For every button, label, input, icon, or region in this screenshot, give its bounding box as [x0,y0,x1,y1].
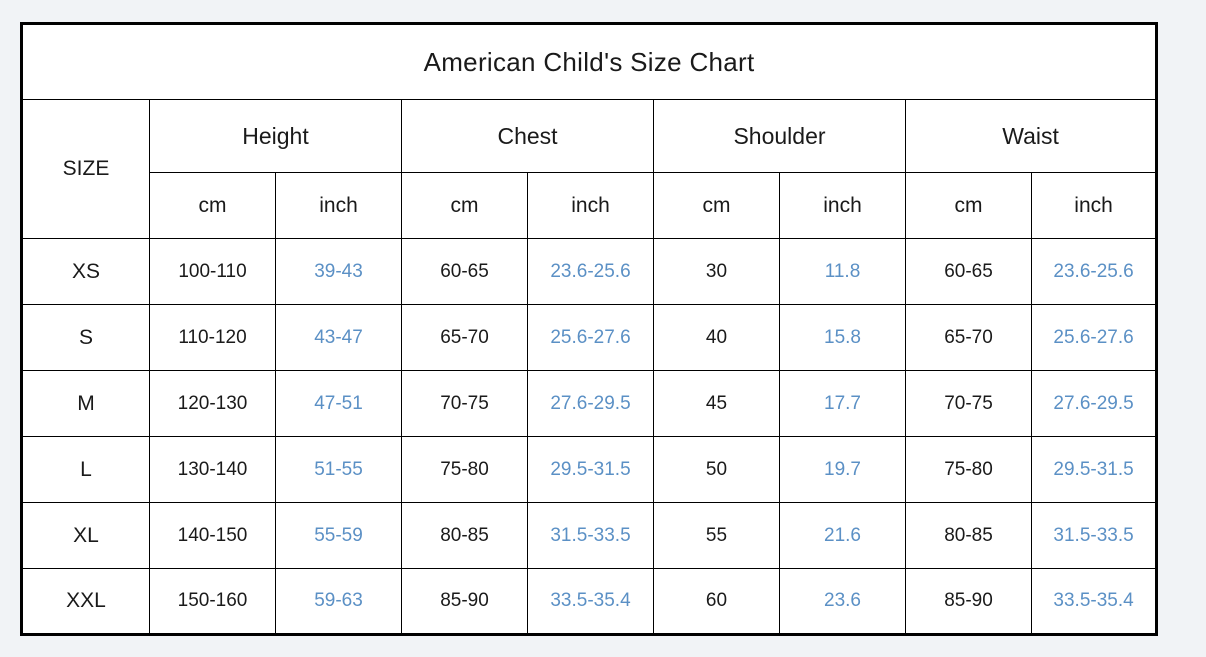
group-header-height: Height [149,99,402,173]
cell-chest-cm: 65-70 [401,304,528,371]
chart-title: American Child's Size Chart [20,23,1158,100]
cell-shoulder-inch: 21.6 [779,502,906,569]
group-header-chest: Chest [401,99,654,173]
cell-shoulder-cm: 50 [653,436,780,503]
cell-chest-inch: 29.5-31.5 [527,436,654,503]
cell-height-inch: 51-55 [275,436,402,503]
cell-height-cm: 110-120 [149,304,276,371]
cell-chest-cm: 75-80 [401,436,528,503]
unit-header-row: cm inch cm inch cm inch cm inch [22,172,1158,239]
cell-size: S [21,304,150,371]
cell-height-cm: 130-140 [149,436,276,503]
cell-shoulder-cm: 45 [653,370,780,437]
unit-header-height-cm: cm [149,172,276,239]
cell-shoulder-inch: 17.7 [779,370,906,437]
cell-waist-inch: 27.6-29.5 [1030,370,1158,437]
unit-header-chest-inch: inch [527,172,654,239]
cell-waist-inch: 33.5-35.4 [1030,568,1158,635]
unit-header-shoulder-inch: inch [779,172,906,239]
cell-shoulder-cm: 30 [653,238,780,305]
cell-waist-cm: 70-75 [905,370,1032,437]
cell-chest-inch: 31.5-33.5 [527,502,654,569]
cell-height-inch: 39-43 [275,238,402,305]
unit-header-waist-cm: cm [905,172,1032,239]
cell-waist-inch: 31.5-33.5 [1030,502,1158,569]
table-row: XXL 150-160 59-63 85-90 33.5-35.4 60 23.6 85-90… [21,568,1158,635]
group-header-waist: Waist [904,99,1158,173]
cell-chest-inch: 23.6-25.6 [527,238,654,305]
cell-height-inch: 43-47 [275,304,402,371]
table-row: L 130-140 51-55 75-80 29.5-31.5 50 19.7 75-80 29… [21,436,1158,503]
unit-header-height-inch: inch [275,172,402,239]
cell-waist-inch: 23.6-25.6 [1030,238,1158,305]
size-rows: XS 100-110 39-43 60-65 23.6-25.6 30 11.8 60-65 2… [21,238,1158,635]
cell-waist-cm: 80-85 [905,502,1032,569]
cell-chest-cm: 70-75 [401,370,528,437]
cell-height-inch: 55-59 [275,502,402,569]
unit-header-chest-cm: cm [401,172,528,239]
cell-height-cm: 140-150 [149,502,276,569]
size-header-cell: SIZE [21,99,150,239]
unit-header-shoulder-cm: cm [653,172,780,239]
cell-shoulder-inch: 15.8 [779,304,906,371]
title-row: American Child's Size Chart [20,23,1158,100]
group-header-shoulder: Shoulder [653,99,906,173]
unit-header-waist-inch: inch [1030,172,1158,239]
group-header-row: SIZE Height Chest Shoulder Waist [21,99,1158,239]
cell-height-cm: 150-160 [149,568,276,635]
cell-waist-cm: 60-65 [905,238,1032,305]
cell-height-inch: 47-51 [275,370,402,437]
cell-shoulder-cm: 40 [653,304,780,371]
cell-size: XL [21,502,150,569]
cell-waist-cm: 65-70 [905,304,1032,371]
cell-height-cm: 100-110 [149,238,276,305]
cell-size: L [21,436,150,503]
table-row: S 110-120 43-47 65-70 25.6-27.6 40 15.8 65-70 25… [21,304,1158,371]
cell-size: M [21,370,150,437]
cell-shoulder-inch: 11.8 [779,238,906,305]
cell-chest-cm: 80-85 [401,502,528,569]
cell-waist-cm: 75-80 [905,436,1032,503]
cell-chest-cm: 85-90 [401,568,528,635]
table-row: M 120-130 47-51 70-75 27.6-29.5 45 17.7 70-75 27… [21,370,1158,437]
cell-chest-inch: 25.6-27.6 [527,304,654,371]
cell-chest-inch: 33.5-35.4 [527,568,654,635]
cell-size: XXL [21,568,150,635]
cell-shoulder-inch: 19.7 [779,436,906,503]
cell-chest-cm: 60-65 [401,238,528,305]
cell-waist-inch: 29.5-31.5 [1030,436,1158,503]
cell-height-inch: 59-63 [275,568,402,635]
cell-waist-cm: 85-90 [905,568,1032,635]
cell-size: XS [21,238,150,305]
cell-waist-inch: 25.6-27.6 [1030,304,1158,371]
table-row: XS 100-110 39-43 60-65 23.6-25.6 30 11.8 60-65 2… [21,238,1158,305]
cell-chest-inch: 27.6-29.5 [527,370,654,437]
cell-shoulder-cm: 60 [653,568,780,635]
size-chart-table: American Child's Size Chart SIZE Height … [20,22,1159,636]
cell-shoulder-inch: 23.6 [779,568,906,635]
cell-height-cm: 120-130 [149,370,276,437]
table-row: XL 140-150 55-59 80-85 31.5-33.5 55 21.6 80-85 3… [21,502,1158,569]
cell-shoulder-cm: 55 [653,502,780,569]
